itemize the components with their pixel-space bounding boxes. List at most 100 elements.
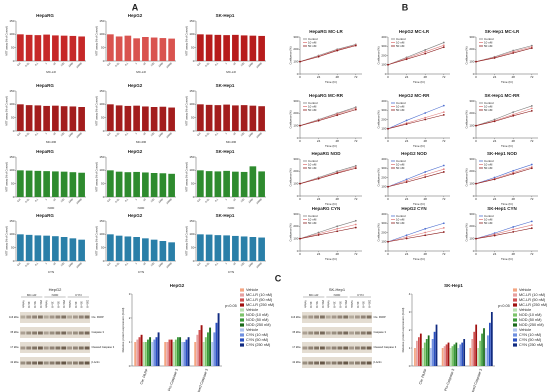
x-tick-label: 10 [232, 198, 237, 203]
bar [149, 337, 152, 366]
y-axis-label: MTT assay (% of Control) [95, 226, 99, 256]
point [530, 109, 533, 112]
y-tick-label: 100 [9, 168, 14, 172]
y-axis-label: Confluence (%) [377, 168, 381, 186]
y-tick-label: 1 [409, 346, 411, 350]
bar [249, 35, 257, 61]
point [336, 170, 339, 173]
bar [483, 328, 485, 366]
bar [168, 107, 175, 131]
band [308, 361, 314, 365]
x-tick-label: 24 [493, 197, 497, 201]
y-tick-label: 50 [191, 245, 195, 249]
point [442, 46, 445, 49]
legend-label: 50 nM [484, 221, 493, 225]
x-tick-label: 48 [424, 75, 428, 79]
x-tick-label: 1000 [68, 198, 74, 204]
band [355, 361, 360, 365]
bar [43, 105, 50, 131]
bar [205, 171, 213, 197]
x-tick-label: 0.01 [115, 262, 121, 268]
legend-swatch [513, 333, 517, 337]
x-tick-label: 48 [336, 252, 340, 256]
y-axis-label: MTT assay (% of Control) [185, 96, 189, 126]
lane-label: Vehicle [350, 300, 353, 308]
legend-label: CYN (10 nM) [519, 333, 542, 337]
point [512, 49, 515, 52]
y-tick-label: 4 [409, 292, 411, 296]
x-tick-label: 0 [299, 197, 301, 201]
row-label: β-Actin [92, 360, 101, 364]
x-tick-label: 0.01 [205, 262, 211, 268]
y-tick-label: 0 [193, 195, 195, 199]
band [43, 315, 49, 319]
bar [34, 235, 42, 261]
band [38, 361, 43, 365]
y-tick-label: 0 [103, 59, 105, 63]
x-tick-label: Ctrl [107, 262, 112, 267]
legend-swatch [513, 298, 517, 302]
y-tick-label: 100 [293, 123, 298, 127]
series-line [387, 114, 444, 130]
chart-title: SK-Hep1 MC-LR [485, 29, 520, 34]
series-line [299, 45, 356, 62]
y-tick-label: 0 [385, 194, 387, 198]
point [317, 55, 320, 58]
bar [168, 38, 175, 61]
x-axis-label: Time (hr) [325, 80, 337, 84]
band [49, 315, 55, 319]
bar [17, 104, 24, 131]
legend-swatch [240, 323, 244, 327]
band [355, 315, 360, 319]
band [38, 315, 43, 319]
lane-label: 250 nM [344, 300, 347, 308]
point [512, 111, 515, 113]
x-tick-label: 1000 [158, 198, 164, 204]
y-tick-label: 100 [293, 59, 298, 63]
series-line [387, 171, 444, 188]
bar [258, 171, 265, 197]
band [20, 361, 26, 365]
band [366, 315, 372, 319]
band [343, 346, 349, 350]
legend-label: 50 nM [308, 44, 317, 48]
x-tick-label: 10000 [76, 198, 83, 205]
row-label: Cle. PARP [374, 315, 386, 319]
point [475, 182, 477, 185]
x-tick-label: 10 [142, 132, 147, 137]
point [354, 108, 357, 111]
bar [150, 107, 158, 131]
lane-label: 50 nM [56, 301, 59, 308]
legend-label: Control [396, 214, 406, 218]
y-tick-label: 300 [469, 99, 474, 103]
bar [17, 34, 24, 61]
point [299, 182, 301, 185]
lane-label: 10 nM [74, 301, 77, 308]
series-line [475, 164, 532, 184]
y-tick-label: 50 [11, 45, 15, 49]
point [317, 119, 320, 122]
y-tick-label: 0 [297, 72, 299, 76]
lane-label: 250 nM [367, 300, 370, 308]
x-tick-label: 24 [405, 252, 409, 256]
chart-title: HepG2 MC-LR [399, 29, 430, 34]
y-tick-label: 300 [293, 35, 298, 39]
y-axis-label: Confluence (%) [465, 223, 469, 241]
chart-title: HepaRG MC-LR [309, 29, 343, 34]
bar [249, 105, 257, 131]
y-axis-label: Confluence (%) [289, 46, 293, 64]
marker-label: 116 kDa [291, 315, 301, 319]
x-tick-label: 0.1 [214, 62, 219, 67]
y-tick-label: 50 [191, 45, 195, 49]
point [336, 230, 339, 233]
bar [138, 337, 141, 366]
x-tick-label: 0 [475, 197, 477, 201]
point [530, 166, 533, 168]
blot-title: SK-Hep1 [329, 287, 346, 292]
chart-title: HepG2 NOD [401, 151, 428, 156]
x-tick-label: 100 [150, 198, 156, 204]
legend-label: 10 nM [308, 217, 317, 221]
y-axis-label: Confluence (%) [465, 168, 469, 186]
legend-label: CYN (10 nM) [246, 333, 269, 337]
point [530, 47, 533, 49]
